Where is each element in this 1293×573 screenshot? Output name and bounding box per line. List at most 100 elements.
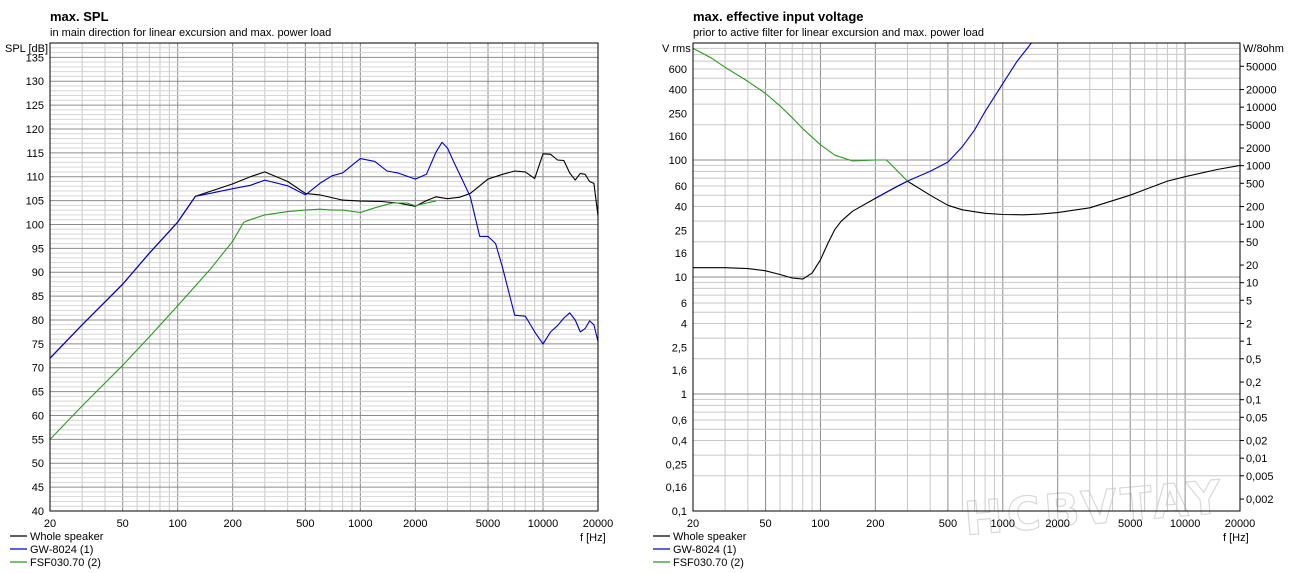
voltage-grid	[692, 42, 1241, 512]
voltage-y-tick-label: 0,25	[666, 459, 687, 471]
spl-x-tick-label: 500	[296, 518, 314, 530]
voltage-x-tick-label: 100	[811, 518, 829, 530]
voltage-y2-tick-label: 0,05	[1246, 412, 1267, 424]
voltage-y-tick-label: 0,1	[672, 506, 687, 518]
voltage-x-tick-label: 50	[759, 518, 771, 530]
voltage-y2-tick-label: 1	[1246, 336, 1252, 348]
voltage-series-line-2	[693, 47, 908, 182]
voltage-chart-subtitle: prior to active filter for linear excurs…	[693, 27, 984, 39]
spl-legend-label: Whole speaker	[30, 531, 104, 543]
spl-legend-label: GW-8024 (1)	[30, 544, 93, 556]
spl-grid	[49, 42, 599, 512]
voltage-y2-tick-label: 5000	[1246, 120, 1270, 132]
voltage-y-axis-label: V rms	[662, 43, 691, 55]
spl-y-tick-label: 80	[32, 315, 44, 327]
voltage-y2-tick-label: 10000	[1246, 102, 1277, 114]
spl-y-tick-label: 100	[26, 219, 44, 231]
voltage-chart-title: max. effective input voltage	[693, 9, 864, 24]
voltage-y2-tick-label: 0,1	[1246, 395, 1261, 407]
spl-y-tick-label: 45	[32, 482, 44, 494]
spl-chart-title: max. SPL	[50, 9, 109, 24]
spl-x-tick-label: 10000	[528, 518, 559, 530]
spl-series-lines	[50, 141, 598, 440]
voltage-x-axis-label: f [Hz]	[1223, 532, 1249, 544]
spl-y-tick-label: 60	[32, 410, 44, 422]
voltage-y-tick-label: 1,6	[672, 365, 687, 377]
voltage-x-tick-label: 2000	[1045, 518, 1069, 530]
voltage-x-tick-label: 500	[939, 518, 957, 530]
spl-plot-frame	[49, 42, 599, 512]
voltage-y2-tick-label: 0,2	[1246, 377, 1261, 389]
spl-x-tick-label: 100	[168, 518, 186, 530]
voltage-y-tick-label: 40	[675, 202, 687, 214]
voltage-y-tick-label: 6	[681, 298, 687, 310]
spl-x-tick-label: 50	[117, 518, 129, 530]
voltage-y2-tick-label: 50000	[1246, 61, 1277, 73]
spl-tick-labels: 20 50 100 200 500 1000 2000 5000 10000 20000 40 45 5…	[26, 52, 614, 530]
voltage-y-tick-label: 0,16	[666, 482, 687, 494]
voltage-y-tick-label: 250	[669, 108, 687, 120]
voltage-y2-tick-label: 500	[1246, 178, 1264, 190]
spl-y-tick-label: 110	[26, 172, 44, 184]
spl-y-tick-label: 115	[26, 148, 44, 160]
voltage-y2-tick-label: 0,5	[1246, 354, 1261, 366]
voltage-series-line-1	[875, 43, 1033, 199]
spl-y-tick-label: 95	[32, 243, 44, 255]
spl-x-axis-label: f [Hz]	[580, 532, 606, 544]
voltage-y-tick-label: 25	[675, 225, 687, 237]
voltage-y2-tick-label: 0,01	[1246, 453, 1267, 465]
voltage-y-tick-label: 160	[669, 131, 687, 143]
voltage-series-lines	[693, 43, 1240, 280]
voltage-y-tick-label: 0,4	[672, 436, 687, 448]
voltage-y2-axis-label: W/8ohm	[1243, 43, 1284, 55]
voltage-legend-label: Whole speaker	[673, 531, 747, 543]
spl-y-axis-label: SPL [dB]	[5, 43, 48, 55]
spl-x-tick-label: 2000	[403, 518, 427, 530]
voltage-y-tick-label: 600	[669, 64, 687, 76]
watermark: HCBVTAY	[962, 469, 1227, 546]
spl-y-tick-label: 75	[32, 339, 44, 351]
voltage-y-tick-label: 2,5	[672, 342, 687, 354]
spl-chart: max. SPL in main direction for linear ex…	[5, 9, 613, 569]
voltage-legend-label: FSF030.70 (2)	[673, 557, 744, 569]
voltage-x-tick-label: 20000	[1225, 518, 1256, 530]
spl-y-tick-label: 55	[32, 434, 44, 446]
voltage-tick-labels: 20 50 100 200 500 1000 2000 5000 10000 20000 0,1 0,…	[666, 61, 1277, 530]
spl-y-tick-label: 65	[32, 387, 44, 399]
voltage-y-tick-label: 4	[681, 319, 687, 331]
voltage-y2-tick-label: 2000	[1246, 143, 1270, 155]
voltage-y2-tick-label: 50	[1246, 237, 1258, 249]
voltage-y2-tick-label: 1000	[1246, 161, 1270, 173]
spl-y-tick-label: 70	[32, 363, 44, 375]
voltage-y2-tick-label: 0,02	[1246, 436, 1267, 448]
spl-y-tick-label: 130	[26, 76, 44, 88]
voltage-y2-tick-label: 2	[1246, 319, 1252, 331]
spl-y-tick-label: 40	[32, 506, 44, 518]
voltage-y-tick-label: 1	[681, 389, 687, 401]
voltage-x-tick-label: 10000	[1170, 518, 1201, 530]
voltage-legend-label: GW-8024 (1)	[673, 544, 736, 556]
voltage-series-line-0	[693, 164, 1240, 280]
spl-y-tick-label: 105	[26, 196, 44, 208]
voltage-x-tick-label: 1000	[991, 518, 1015, 530]
spl-legend-label: FSF030.70 (2)	[30, 557, 101, 569]
spl-chart-subtitle: in main direction for linear excursion a…	[50, 27, 331, 39]
spl-x-tick-label: 20	[44, 518, 56, 530]
voltage-y-tick-label: 60	[675, 181, 687, 193]
spl-series-line-1	[50, 141, 598, 359]
spl-series-line-2	[50, 200, 437, 440]
voltage-x-tick-label: 20	[687, 518, 699, 530]
voltage-y-tick-label: 100	[669, 155, 687, 167]
voltage-y2-tick-label: 0,005	[1246, 471, 1274, 483]
spl-x-tick-label: 5000	[476, 518, 500, 530]
voltage-y-tick-label: 400	[669, 85, 687, 97]
voltage-y2-tick-label: 20	[1246, 260, 1258, 272]
spl-y-tick-label: 50	[32, 458, 44, 470]
spl-x-tick-label: 200	[223, 518, 241, 530]
voltage-x-tick-label: 200	[866, 518, 884, 530]
spl-series-line-0	[50, 153, 598, 359]
voltage-y-tick-label: 0,6	[672, 415, 687, 427]
